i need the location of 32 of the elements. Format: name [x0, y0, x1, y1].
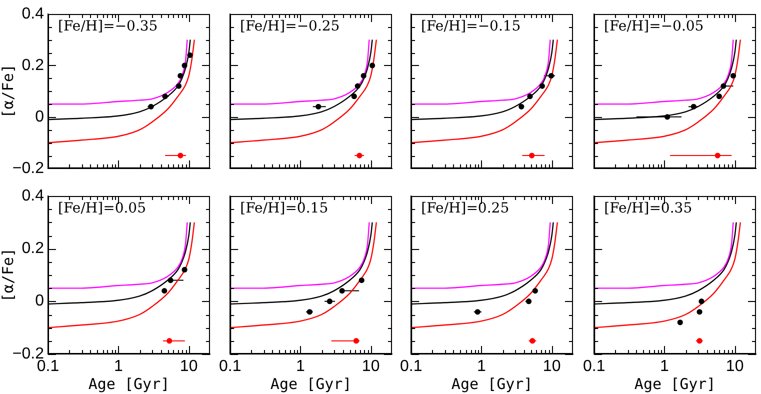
- x-tick-label: 1: [477, 358, 486, 376]
- y-axis-title: [α/Fe]: [0, 248, 17, 302]
- x-tick-label: 1: [660, 358, 670, 376]
- x-tick-label: 10: [180, 358, 198, 376]
- annotation: [Fe/H]=−0.05: [604, 18, 704, 35]
- x-axis-title: Age [Gyr]: [88, 374, 170, 393]
- y-tick-label: 0: [35, 108, 44, 126]
- annotation: [Fe/H]=−0.15: [421, 18, 521, 35]
- x-tick-label: 1: [296, 358, 306, 376]
- y-tick-label: −0.2: [12, 160, 44, 177]
- x-tick-label: 1: [114, 358, 123, 376]
- x-tick-label: 10: [542, 358, 561, 376]
- annotation: [Fe/H]=−0.35: [58, 18, 158, 35]
- x-axis-title: Age [Gyr]: [270, 374, 352, 393]
- x-tick-label: 0.1: [218, 358, 242, 376]
- annotation: [Fe/H]=0.25: [421, 200, 510, 217]
- y-tick-label: 0.4: [22, 5, 44, 22]
- x-tick-label: 10: [726, 358, 744, 376]
- x-tick-label: 0.1: [582, 358, 606, 376]
- x-tick-label: 10: [362, 358, 380, 376]
- y-axis-title: [α/Fe]: [0, 64, 17, 118]
- x-tick-label: 0.1: [400, 358, 422, 376]
- y-tick-label: 0.2: [22, 56, 44, 74]
- annotation: [Fe/H]=0.05: [58, 200, 146, 217]
- annotation: [Fe/H]=−0.25: [240, 18, 340, 35]
- y-tick-label: 0: [35, 292, 44, 310]
- y-tick-label: 0.4: [22, 187, 44, 204]
- x-axis-title: Age [Gyr]: [451, 374, 533, 393]
- x-axis-title: Age [Gyr]: [634, 374, 716, 393]
- annotation: [Fe/H]=0.35: [604, 200, 692, 217]
- y-tick-label: 0.2: [22, 240, 44, 258]
- annotation: [Fe/H]=0.15: [240, 200, 328, 217]
